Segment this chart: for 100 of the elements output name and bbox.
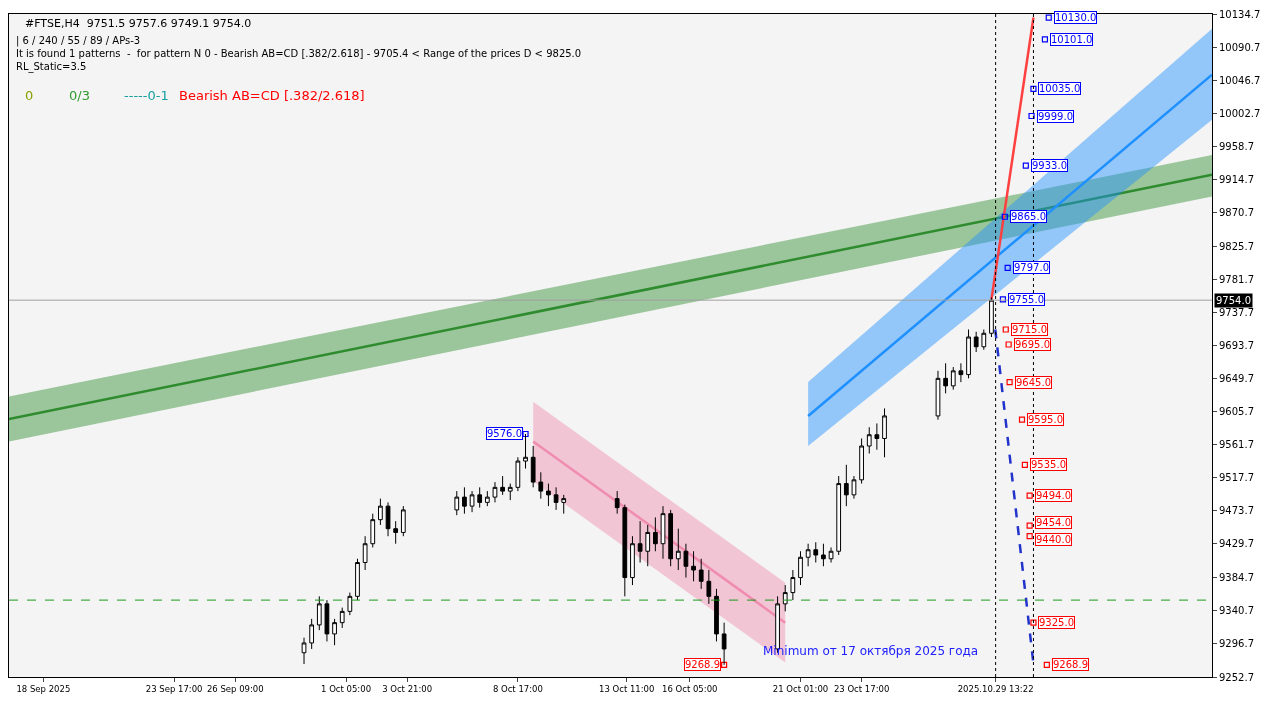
x-tick-label: 23 Oct 17:00 bbox=[833, 684, 890, 695]
candlestick bbox=[477, 486, 483, 509]
candlestick bbox=[492, 481, 498, 503]
candlestick bbox=[561, 494, 567, 515]
point bbox=[1018, 416, 1026, 423]
candlestick bbox=[675, 528, 681, 571]
candlestick bbox=[958, 362, 964, 383]
y-tick-label: 9870.7 bbox=[1219, 206, 1254, 218]
point bbox=[1045, 14, 1052, 21]
point bbox=[1004, 264, 1011, 271]
candlestick bbox=[385, 501, 391, 537]
candlestick bbox=[530, 445, 536, 488]
candlestick bbox=[821, 543, 826, 567]
point bbox=[1006, 379, 1013, 386]
candlestick bbox=[553, 486, 559, 511]
candlestick bbox=[515, 456, 521, 492]
point bbox=[999, 296, 1007, 303]
candlestick bbox=[859, 437, 864, 485]
ref-line-label: 9754.0 bbox=[1216, 295, 1251, 306]
point bbox=[1005, 341, 1012, 348]
candlestick bbox=[400, 505, 406, 537]
y-tick-label: 9914.7 bbox=[1219, 173, 1254, 185]
candlestick bbox=[469, 490, 475, 513]
candlestick bbox=[637, 520, 643, 564]
point bbox=[1028, 112, 1035, 120]
candlestick bbox=[836, 475, 842, 556]
annotation: 0 bbox=[25, 88, 34, 103]
candlestick bbox=[339, 607, 345, 629]
candlestick bbox=[347, 592, 353, 616]
point bbox=[1026, 522, 1033, 529]
x-tick-label: 23 Sep 17:00 bbox=[145, 684, 203, 695]
candlestick bbox=[966, 328, 971, 379]
candlestick bbox=[500, 475, 505, 496]
point bbox=[1001, 213, 1008, 220]
point bbox=[1022, 162, 1029, 169]
candlestick bbox=[698, 558, 704, 590]
y-tick-label: 9384.7 bbox=[1219, 572, 1254, 584]
annotation: 9440.0 bbox=[1036, 534, 1071, 545]
y-tick-label: 9340.7 bbox=[1219, 605, 1254, 617]
annotation: 9325.0 bbox=[1039, 617, 1074, 628]
x-tick-label: 13 Oct 11:00 bbox=[599, 684, 655, 695]
candlestick bbox=[943, 362, 948, 394]
candlestick bbox=[813, 541, 819, 564]
candlestick bbox=[828, 546, 834, 564]
candlestick bbox=[874, 422, 880, 451]
y-tick-label: 9296.7 bbox=[1219, 638, 1254, 650]
y-tick-label: 9517.7 bbox=[1219, 472, 1254, 484]
x-tick-label: 26 Sep 09:00 bbox=[206, 684, 264, 695]
annotation: 10130.0 bbox=[1055, 12, 1097, 23]
annotation: 9576.0 bbox=[487, 428, 522, 439]
candlestick bbox=[355, 558, 360, 601]
candlestick bbox=[523, 433, 528, 470]
x-tick-label: 1 Oct 05:00 bbox=[321, 684, 372, 695]
y-tick-label: 9958.7 bbox=[1219, 140, 1254, 152]
candlestick bbox=[630, 535, 635, 586]
candlestick bbox=[981, 328, 987, 351]
annotation: 9865.0 bbox=[1011, 211, 1046, 222]
candlestick bbox=[660, 505, 666, 560]
candlestick bbox=[683, 543, 689, 579]
candlestick bbox=[805, 543, 811, 567]
y-tick-label: 9473.7 bbox=[1219, 505, 1254, 517]
annotation: 9715.0 bbox=[1012, 324, 1047, 335]
candlestick bbox=[691, 550, 696, 582]
y-tick-label: 9737.7 bbox=[1219, 306, 1254, 318]
candlestick bbox=[370, 513, 376, 548]
y-tick-label: 10134.7 bbox=[1219, 8, 1261, 20]
candlestick bbox=[882, 407, 887, 458]
annotation: Minimum от 17 октября 2025 года bbox=[763, 644, 979, 658]
y-tick-label: 10090.7 bbox=[1219, 41, 1261, 53]
candlestick bbox=[706, 569, 712, 605]
point bbox=[1030, 619, 1037, 626]
chart-title: #FTSE,H4 9751.5 9757.6 9749.1 9754.0 bbox=[25, 17, 252, 30]
point bbox=[1030, 85, 1037, 93]
candlestick bbox=[714, 588, 719, 642]
y-tick-label: 9429.7 bbox=[1219, 538, 1254, 550]
candlestick bbox=[454, 490, 460, 516]
candlestick bbox=[546, 483, 551, 507]
candlestick bbox=[324, 599, 330, 642]
x-tick-label: 2025.10.29 13:22 bbox=[957, 684, 1034, 695]
candlestick bbox=[538, 471, 544, 500]
y-tick-label: 9781.7 bbox=[1219, 273, 1254, 285]
candlestick bbox=[843, 464, 849, 507]
annotation: 9268.9 bbox=[1053, 659, 1088, 670]
candlestick bbox=[790, 569, 796, 601]
annotation: 9268.9 bbox=[685, 659, 720, 670]
candlestick bbox=[935, 370, 941, 421]
y-tick-label: 9693.7 bbox=[1219, 340, 1254, 351]
point bbox=[721, 661, 728, 668]
candlestick bbox=[332, 618, 337, 646]
annotation: 9645.0 bbox=[1016, 377, 1051, 388]
annotation: 10101.0 bbox=[1051, 34, 1093, 45]
candlestick bbox=[973, 331, 979, 353]
annotation: -----0-1 bbox=[124, 88, 169, 103]
x-tick-label: 16 Oct 05:00 bbox=[662, 684, 718, 695]
candlestick bbox=[645, 524, 651, 567]
candlestick bbox=[668, 509, 674, 567]
candlestick bbox=[622, 504, 628, 597]
y-tick-label: 9649.7 bbox=[1219, 373, 1254, 385]
annotation: 9933.0 bbox=[1032, 160, 1067, 171]
annotation: 9494.0 bbox=[1036, 490, 1071, 501]
